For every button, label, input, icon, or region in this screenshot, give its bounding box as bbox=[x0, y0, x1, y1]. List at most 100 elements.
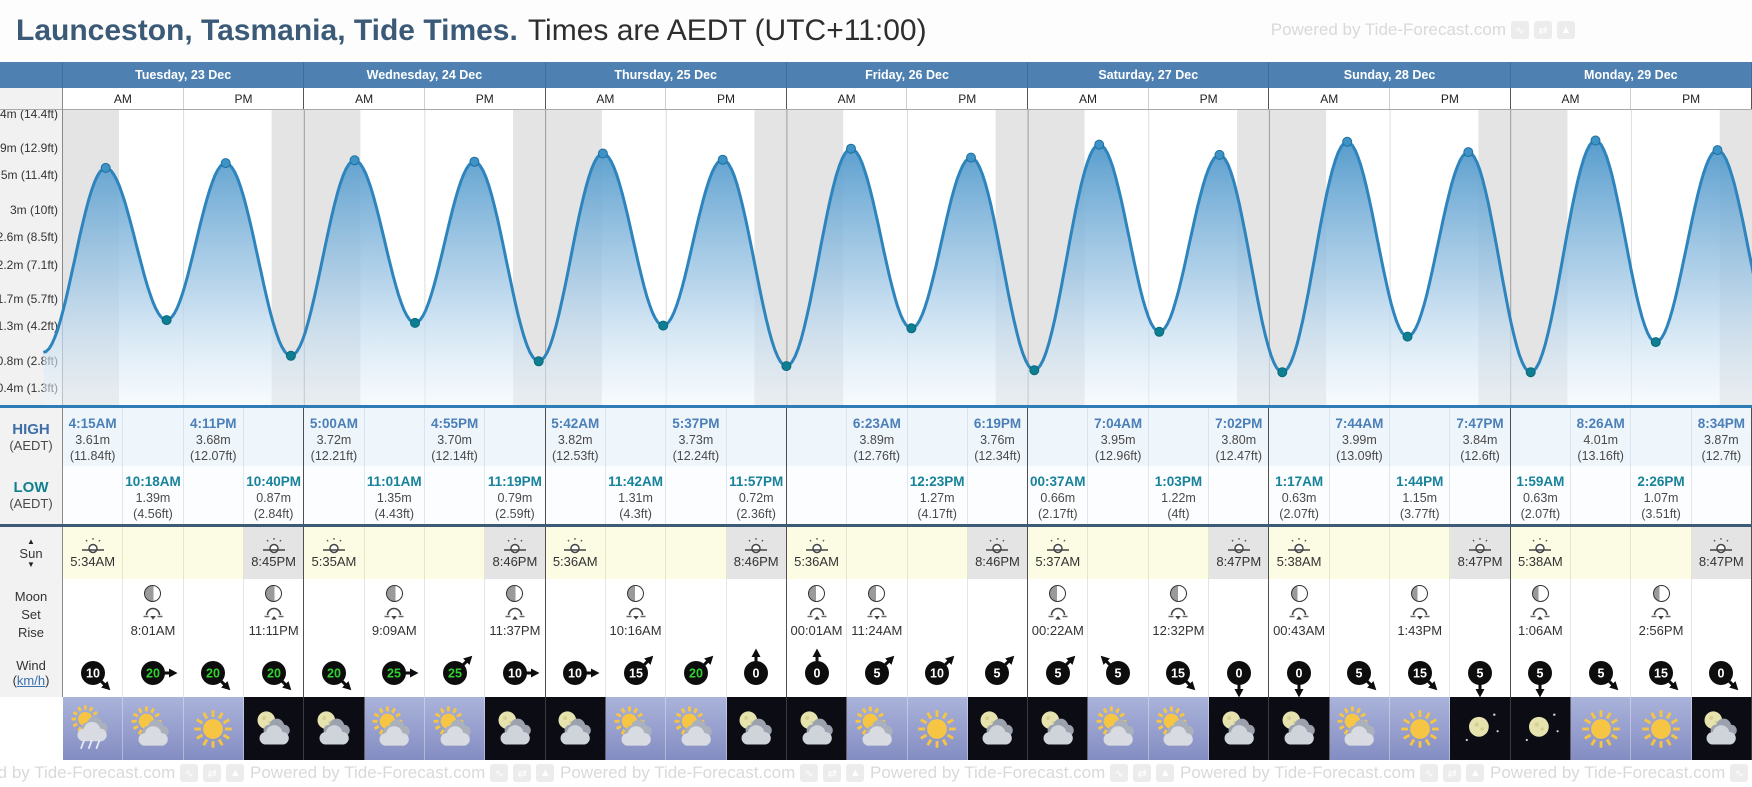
moon-cell: 11:24AM bbox=[847, 579, 908, 649]
wind-speed-value: 5 bbox=[1477, 667, 1484, 681]
high-tide-height-ft: (12.6ft) bbox=[1460, 449, 1500, 463]
high-tide-height-m: 3.61m bbox=[75, 433, 111, 447]
meridiem-cell: AM bbox=[63, 88, 184, 109]
wind-speed-value: 10 bbox=[508, 667, 522, 681]
wind-cell: 15 bbox=[1390, 649, 1451, 697]
moon-cell: 2:56PM bbox=[1631, 579, 1692, 649]
weather-cell bbox=[424, 697, 486, 760]
wind-cell: 15 bbox=[1148, 649, 1210, 697]
high-tide-point bbox=[1214, 149, 1225, 160]
wind-cell: 0 bbox=[1269, 649, 1330, 698]
wind-row: 10 20 20 20 20 25 25 10 10 15 20 0 0 5 10 5 5 5 15 0 0 5 15 5 5 5… bbox=[63, 648, 1752, 698]
sun-cell bbox=[847, 527, 908, 579]
moon-row: 8:01AM 11:11PM 9:09AM 11:37PM 10:16AM 00:01AM… bbox=[63, 579, 1752, 649]
sunset-time: 8:47PM bbox=[1216, 554, 1262, 569]
weather-icon-partly-day bbox=[855, 705, 893, 746]
low-tide-height-m: 0.63m bbox=[1281, 491, 1317, 505]
meridiem-cell: PM bbox=[666, 88, 787, 109]
weather-icon-cloudy-night bbox=[1282, 710, 1315, 745]
wind-direction-badge: 15 bbox=[1649, 661, 1679, 691]
moon-cell: 11:11PM bbox=[243, 579, 305, 649]
low-tide-height-ft: (3.77ft) bbox=[1399, 507, 1440, 521]
sunrise-icon bbox=[1529, 538, 1552, 554]
high-tide-point bbox=[1712, 145, 1723, 156]
sunrise-icon bbox=[1046, 538, 1069, 554]
wind-speed-value: 25 bbox=[448, 667, 462, 681]
wind-direction-badge: 15 bbox=[623, 655, 653, 685]
wind-cell: 5 bbox=[1028, 649, 1089, 697]
sun-cell: 8:45PM bbox=[243, 527, 305, 579]
watermark-text: Powered by Tide-Forecast.com bbox=[1490, 763, 1726, 782]
low-tide-height-ft: (2.84ft) bbox=[253, 507, 294, 521]
high-tide-time: 8:26AM bbox=[1576, 416, 1625, 431]
sunset-icon bbox=[1469, 538, 1492, 554]
wind-speed-value: 5 bbox=[1054, 667, 1061, 681]
weather-cell bbox=[1510, 697, 1572, 760]
y-axis-tick: 1.7m (5.7ft) bbox=[0, 291, 58, 306]
high-tide-height-ft: (12.76ft) bbox=[853, 449, 901, 463]
wind-unit-link[interactable]: km/h bbox=[16, 673, 46, 688]
weather-cell bbox=[545, 697, 606, 760]
moonset-arc-icon bbox=[1651, 607, 1671, 620]
high-tide-cell: 5:37PM 3.73m (12.24ft) bbox=[666, 408, 727, 466]
sun-cell bbox=[1148, 527, 1210, 579]
low-tide-height-m: 0.66m bbox=[1040, 491, 1076, 505]
sunset-time: 8:47PM bbox=[1698, 554, 1744, 569]
moon-cell bbox=[967, 579, 1029, 649]
wind-speed-value: 10 bbox=[568, 667, 582, 681]
high-tide-cell: 4:11PM 3.68m (12.07ft) bbox=[183, 408, 244, 466]
high-tide-time: 7:47PM bbox=[1456, 416, 1504, 431]
table-divider bbox=[0, 524, 1752, 527]
high-tide-cell bbox=[1631, 408, 1692, 466]
meridiem-cell: PM bbox=[425, 88, 546, 109]
tide-height-axis: 4.4m (14.4ft) 3.9m (12.9ft) 3.5m (11.4ft) 3… bbox=[0, 110, 63, 405]
watermark-wave-icon: ∿ bbox=[1511, 21, 1529, 39]
high-tide-time: 7:44AM bbox=[1335, 416, 1384, 431]
y-axis-tick: 3.9m (12.9ft) bbox=[0, 141, 58, 155]
sunset-icon bbox=[262, 538, 285, 554]
powered-by-watermark: Powered by Tide-Forecast.com∿⇄▲ bbox=[1180, 763, 1490, 783]
low-tide-point bbox=[410, 317, 420, 328]
moonrise-time: 1:06AM bbox=[1517, 623, 1563, 638]
high-tide-cell bbox=[907, 408, 968, 466]
moon-rise-label: Rise bbox=[17, 624, 44, 640]
high-tide-height-m: 3.89m bbox=[859, 433, 895, 447]
low-tide-point bbox=[1154, 326, 1165, 337]
weather-icon-sunny-day bbox=[1581, 709, 1620, 748]
weather-cell bbox=[907, 697, 968, 760]
wind-speed-value: 10 bbox=[930, 667, 944, 681]
watermark-swap-icon: ⇄ bbox=[513, 764, 532, 782]
high-tide-height-m: 3.68m bbox=[195, 433, 231, 447]
low-tide-height-m: 0.72m bbox=[738, 491, 774, 505]
weather-cell bbox=[1390, 697, 1451, 760]
wind-speed-value: 5 bbox=[1115, 667, 1122, 681]
watermark-text: Powered by Tide-Forecast.com bbox=[1180, 763, 1416, 782]
chart-baseline bbox=[0, 405, 1752, 408]
wind-cell: 5 bbox=[847, 649, 908, 697]
wind-speed-value: 0 bbox=[813, 667, 820, 681]
sunset-icon bbox=[1227, 538, 1250, 554]
wind-cell: 15 bbox=[605, 649, 667, 697]
moon-cell bbox=[726, 579, 787, 649]
low-tide-cell: 2:26PM 1.07m (3.51ft) bbox=[1631, 466, 1692, 524]
footer-watermarks: Powered by Tide-Forecast.com∿⇄▲Powered b… bbox=[0, 763, 1752, 783]
moon-cell bbox=[183, 579, 244, 649]
wind-cell: 20 bbox=[123, 649, 184, 697]
weather-icon-shower-day bbox=[71, 704, 108, 749]
low-tide-time: 00:37AM bbox=[1030, 474, 1086, 489]
watermark-text: Powered by Tide-Forecast.com bbox=[560, 763, 796, 782]
high-tide-time: 8:34PM bbox=[1697, 416, 1745, 431]
watermark-wave-icon: ∿ bbox=[490, 764, 509, 782]
moon-cell: 00:01AM bbox=[786, 579, 848, 649]
high-tide-cell bbox=[1148, 408, 1210, 466]
powered-by-watermark: Powered by Tide-Forecast.com∿⇄▲ bbox=[1490, 763, 1752, 783]
weather-cell bbox=[183, 697, 244, 760]
wind-cell: 10 bbox=[907, 649, 968, 697]
watermark-mountain-icon: ▲ bbox=[226, 764, 245, 782]
high-tide-cell bbox=[1510, 408, 1572, 466]
high-tide-height-ft: (12.47ft) bbox=[1215, 449, 1263, 463]
wind-direction-badge: 20 bbox=[140, 661, 178, 685]
moon-phase-icon bbox=[1049, 585, 1067, 602]
day-header-2: Thursday, 25 Dec bbox=[546, 62, 787, 88]
high-tide-time: 5:37PM bbox=[672, 416, 720, 431]
